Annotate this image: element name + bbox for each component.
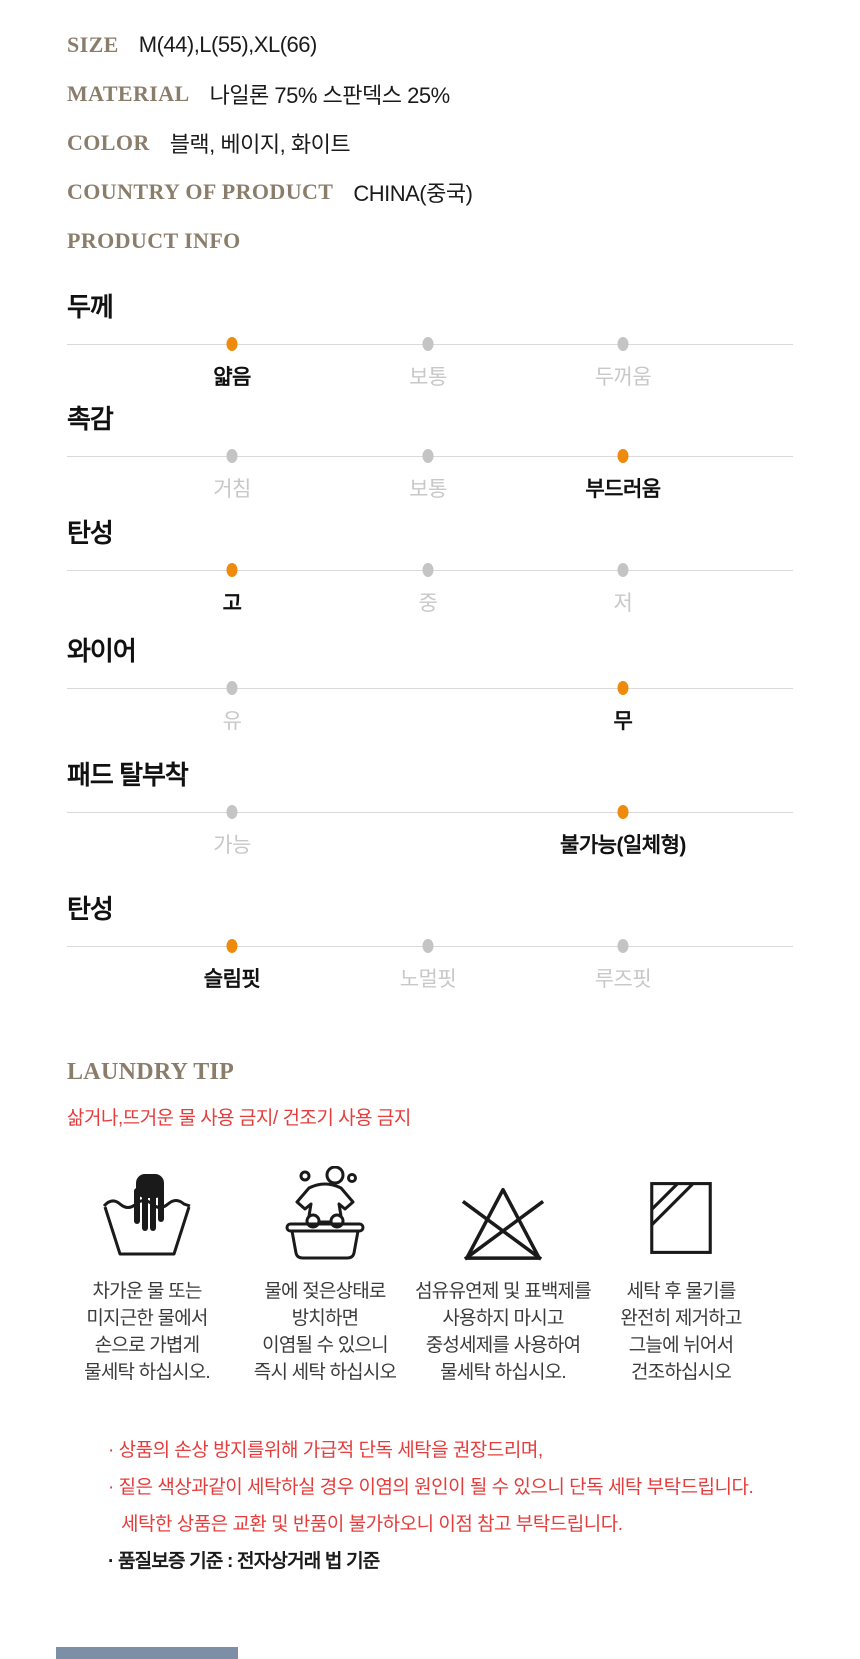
wash-immediately-icon — [275, 1164, 375, 1262]
slider-option: 유 — [222, 710, 242, 733]
spec-row-material: MATERIAL 나일론 75% 스판덱스 25% — [67, 69, 860, 118]
next-section-edge-bar — [56, 1647, 238, 1659]
spec-value-color: 블랙, 베이지, 화이트 — [169, 131, 351, 157]
spec-row-product-info: PRODUCT INFO — [67, 216, 860, 265]
slider-labels: 슬림핏 노멀핏 루즈핏 — [67, 963, 793, 991]
slider-option: 거침 — [213, 478, 251, 501]
slider-dot-active — [617, 805, 629, 819]
slider-dot-active — [226, 939, 238, 953]
spec-label-color: COLOR — [67, 129, 150, 155]
spec-row-country: COUNTRY OF PRODUCT CHINA(중국) — [67, 167, 860, 216]
slider-labels: 가능 불가능(일체형) — [67, 829, 793, 857]
slider-dot — [422, 449, 434, 463]
laundry-instruction-3: 섬유유연제 및 표백제를 사용하지 마시고 중성세제를 사용하여 물세탁 하십시… — [414, 1164, 592, 1386]
slider-option: 루즈핏 — [594, 968, 652, 991]
laundry-caption: 차가운 물 또는 미지근한 물에서 손으로 가볍게 물세탁 하십시오. — [84, 1281, 211, 1383]
laundry-instruction-2: 물에 젖은상태로 방치하면 이염될 수 있으니 즉시 세탁 하십시오 — [236, 1164, 414, 1386]
slider-option: 중 — [418, 592, 438, 615]
slider-track — [67, 563, 793, 577]
slider-labels: 얇음 보통 두꺼움 — [67, 361, 793, 389]
slider-dot-active — [226, 563, 238, 577]
slider-option: 불가능(일체형) — [560, 834, 686, 857]
slider-track — [67, 337, 793, 351]
slider-labels: 고 중 저 — [67, 587, 793, 615]
laundry-caption: 세탁 후 물기를 완전히 제거하고 그늘에 뉘어서 건조하십시오 — [620, 1281, 742, 1383]
slider-option: 노멀핏 — [399, 968, 457, 991]
laundry-instruction-4: 세탁 후 물기를 완전히 제거하고 그늘에 뉘어서 건조하십시오 — [592, 1164, 770, 1386]
laundry-icons-grid: 차가운 물 또는 미지근한 물에서 손으로 가볍게 물세탁 하십시오. — [58, 1164, 860, 1386]
laundry-tip-section: LAUNDRY TIP 삶거나,뜨거운 물 사용 금지/ 건조기 사용 금지 — [0, 989, 860, 1580]
slider-dot-active — [617, 681, 629, 695]
slider-dot-active — [617, 449, 629, 463]
slider-track — [67, 939, 793, 953]
laundry-caption: 물에 젖은상태로 방치하면 이염될 수 있으니 즉시 세탁 하십시오 — [253, 1281, 397, 1383]
attribute-slider-fit: 탄성 슬림핏 노멀핏 루즈핏 — [67, 889, 793, 991]
slider-dot — [226, 681, 238, 695]
hand-wash-icon — [93, 1164, 201, 1262]
slider-option: 저 — [613, 592, 633, 615]
laundry-caption: 섬유유연제 및 표백제를 사용하지 마시고 중성세제를 사용하여 물세탁 하십시… — [415, 1281, 592, 1383]
slider-title: 와이어 — [67, 636, 137, 666]
note-red-2: · 짙은 색상과같이 세탁하실 경우 이염의 원인이 될 수 있으니 단독 세탁… — [108, 1477, 754, 1498]
slider-dot — [226, 449, 238, 463]
slider-option: 보통 — [409, 366, 447, 389]
note-quality-standard: · 품질보증 기준 : 전자상거래 법 기준 — [108, 1551, 380, 1572]
spec-label-material: MATERIAL — [67, 80, 190, 106]
laundry-instruction-1: 차가운 물 또는 미지근한 물에서 손으로 가볍게 물세탁 하십시오. — [58, 1164, 236, 1386]
attribute-slider-pad-detachable: 패드 탈부착 가능 불가능(일체형) — [67, 755, 793, 857]
attribute-slider-texture: 촉감 거침 보통 부드러움 — [67, 399, 793, 501]
spec-label-country: COUNTRY OF PRODUCT — [67, 178, 334, 204]
note-red-3: 세탁한 상품은 교환 및 반품이 불가하오니 이점 참고 부탁드립니다. — [121, 1514, 623, 1535]
slider-option: 부드러움 — [585, 478, 661, 501]
slider-track — [67, 681, 793, 695]
section-title-product-info: PRODUCT INFO — [67, 227, 241, 253]
spec-row-color: COLOR 블랙, 베이지, 화이트 — [67, 118, 860, 167]
slider-labels: 유 무 — [67, 705, 793, 733]
slider-option: 무 — [613, 710, 633, 733]
slider-dot — [422, 337, 434, 351]
spec-value-size: M(44),L(55),XL(66) — [138, 31, 318, 57]
slider-option: 얇음 — [213, 366, 251, 389]
slider-title: 탄성 — [67, 518, 114, 548]
slider-option: 보통 — [409, 478, 447, 501]
spec-row-size: SIZE M(44),L(55),XL(66) — [67, 20, 860, 69]
dry-in-shade-icon — [638, 1164, 724, 1262]
laundry-notes: · 상품의 손상 방지를위해 가급적 단독 세탁을 권장드리며, · 짙은 색상… — [108, 1432, 860, 1580]
slider-dot — [226, 805, 238, 819]
slider-track — [67, 449, 793, 463]
attribute-slider-elasticity: 탄성 고 중 저 — [67, 513, 793, 615]
spec-label-size: SIZE — [67, 31, 119, 57]
slider-dot — [617, 939, 629, 953]
attribute-sliders: 두께 얇음 보통 두꺼움 촉감 거침 보통 부드러움 — [0, 265, 860, 991]
attribute-slider-wire: 와이어 유 무 — [67, 631, 793, 733]
laundry-warning-text: 삶거나,뜨거운 물 사용 금지/ 건조기 사용 금지 — [67, 1108, 411, 1129]
slider-track — [67, 805, 793, 819]
slider-option: 가능 — [213, 834, 251, 857]
note-red-1: · 상품의 손상 방지를위해 가급적 단독 세탁을 권장드리며, — [108, 1440, 543, 1461]
slider-dot — [422, 563, 434, 577]
spec-value-material: 나일론 75% 스판덱스 25% — [209, 82, 451, 108]
slider-dot — [617, 337, 629, 351]
slider-option: 두꺼움 — [594, 366, 652, 389]
no-bleach-icon — [454, 1164, 552, 1262]
spec-value-country: CHINA(중국) — [353, 180, 473, 206]
slider-labels: 거침 보통 부드러움 — [67, 473, 793, 501]
slider-option: 고 — [222, 592, 242, 615]
slider-dot-active — [226, 337, 238, 351]
slider-title: 두께 — [67, 292, 114, 322]
slider-dot — [422, 939, 434, 953]
product-specs: SIZE M(44),L(55),XL(66) MATERIAL 나일론 75%… — [0, 0, 860, 265]
slider-title: 탄성 — [67, 894, 114, 924]
slider-option: 슬림핏 — [203, 968, 261, 991]
slider-dot — [617, 563, 629, 577]
laundry-tip-title: LAUNDRY TIP — [67, 1059, 235, 1085]
attribute-slider-thickness: 두께 얇음 보통 두꺼움 — [67, 287, 793, 389]
slider-title: 패드 탈부착 — [67, 760, 189, 790]
slider-title: 촉감 — [67, 404, 114, 434]
